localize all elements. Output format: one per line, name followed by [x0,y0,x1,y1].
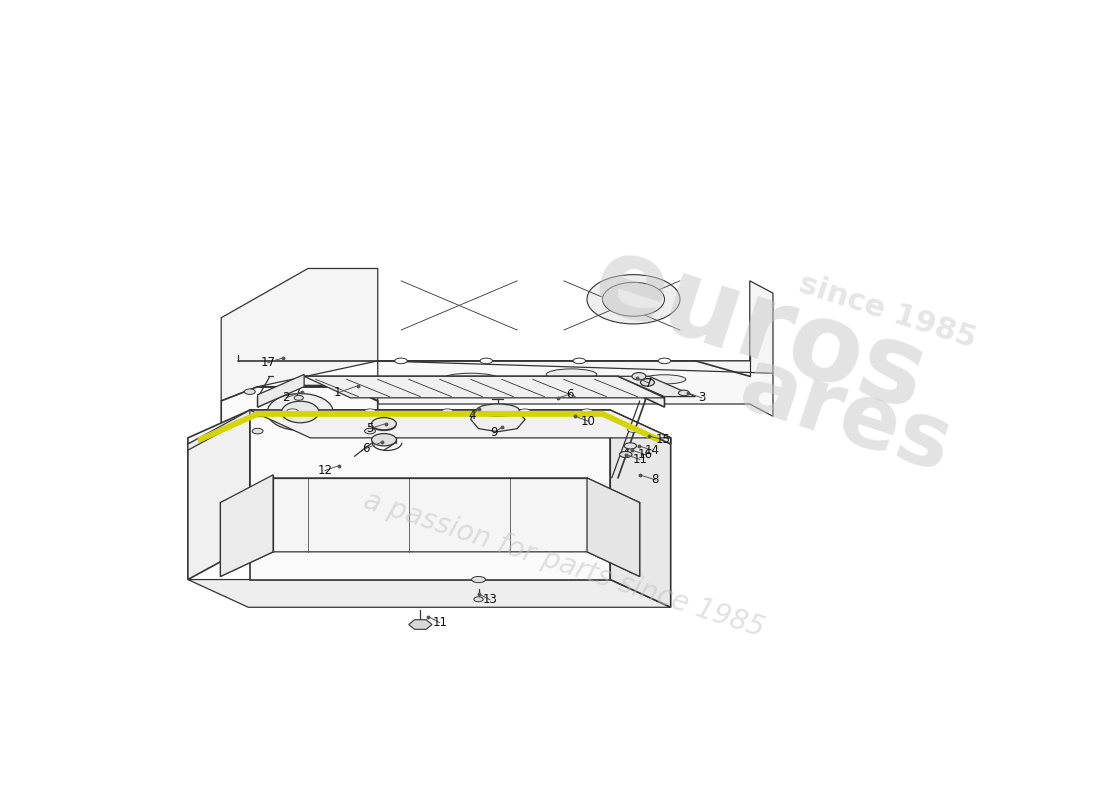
Text: 17: 17 [261,356,275,370]
Text: 15: 15 [656,434,670,446]
Text: 2: 2 [283,391,290,404]
Polygon shape [257,376,664,407]
Polygon shape [618,376,695,397]
Text: 11: 11 [432,616,448,629]
Polygon shape [188,410,250,579]
Ellipse shape [294,395,304,400]
Ellipse shape [372,421,396,430]
Ellipse shape [287,409,298,414]
Polygon shape [188,579,671,607]
Ellipse shape [581,409,593,414]
Text: 3: 3 [698,391,705,404]
Polygon shape [587,478,640,577]
Ellipse shape [480,358,493,364]
Text: 1: 1 [333,386,341,399]
Ellipse shape [619,451,631,458]
Ellipse shape [644,374,685,384]
Ellipse shape [547,369,596,380]
Polygon shape [220,478,640,577]
Ellipse shape [395,358,407,364]
Text: 11: 11 [632,453,647,466]
Ellipse shape [267,394,333,430]
Polygon shape [257,374,304,407]
Ellipse shape [474,597,483,602]
Text: 6: 6 [362,442,370,455]
Text: a passion for parts since 1985: a passion for parts since 1985 [360,486,768,642]
Ellipse shape [282,402,319,422]
Text: 7: 7 [646,377,652,390]
Polygon shape [221,386,377,438]
Ellipse shape [640,378,654,386]
Ellipse shape [364,409,376,414]
Text: euros: euros [581,226,939,434]
Ellipse shape [252,428,263,434]
Text: 9: 9 [491,426,497,439]
Ellipse shape [519,409,531,414]
Text: 6: 6 [566,388,574,401]
Ellipse shape [244,389,255,394]
Polygon shape [188,410,250,450]
Polygon shape [409,620,432,630]
Ellipse shape [631,373,646,380]
Ellipse shape [372,418,396,430]
Polygon shape [188,410,671,444]
Text: 13: 13 [483,594,497,606]
Ellipse shape [472,577,485,582]
Ellipse shape [679,390,690,396]
Polygon shape [377,281,773,373]
Polygon shape [250,410,671,438]
Text: ares: ares [728,342,961,491]
Ellipse shape [658,358,671,364]
Text: 16: 16 [638,448,652,461]
Polygon shape [610,410,671,607]
Text: 12: 12 [318,464,332,477]
Ellipse shape [364,428,375,434]
Ellipse shape [628,427,639,432]
Text: 4: 4 [469,409,476,422]
Polygon shape [221,269,377,401]
Polygon shape [220,475,273,577]
Text: 5: 5 [366,422,374,435]
Ellipse shape [587,274,680,324]
Polygon shape [250,410,611,579]
Polygon shape [377,361,773,416]
Ellipse shape [624,443,637,449]
Polygon shape [304,376,664,398]
Ellipse shape [476,404,519,416]
Text: 10: 10 [581,414,596,428]
Ellipse shape [442,409,453,414]
Text: 8: 8 [651,474,659,486]
Ellipse shape [573,358,585,364]
Ellipse shape [603,282,664,316]
Text: 14: 14 [645,444,660,457]
Ellipse shape [372,434,396,446]
Ellipse shape [442,373,499,386]
Polygon shape [471,410,525,432]
Text: since 1985: since 1985 [795,270,980,354]
